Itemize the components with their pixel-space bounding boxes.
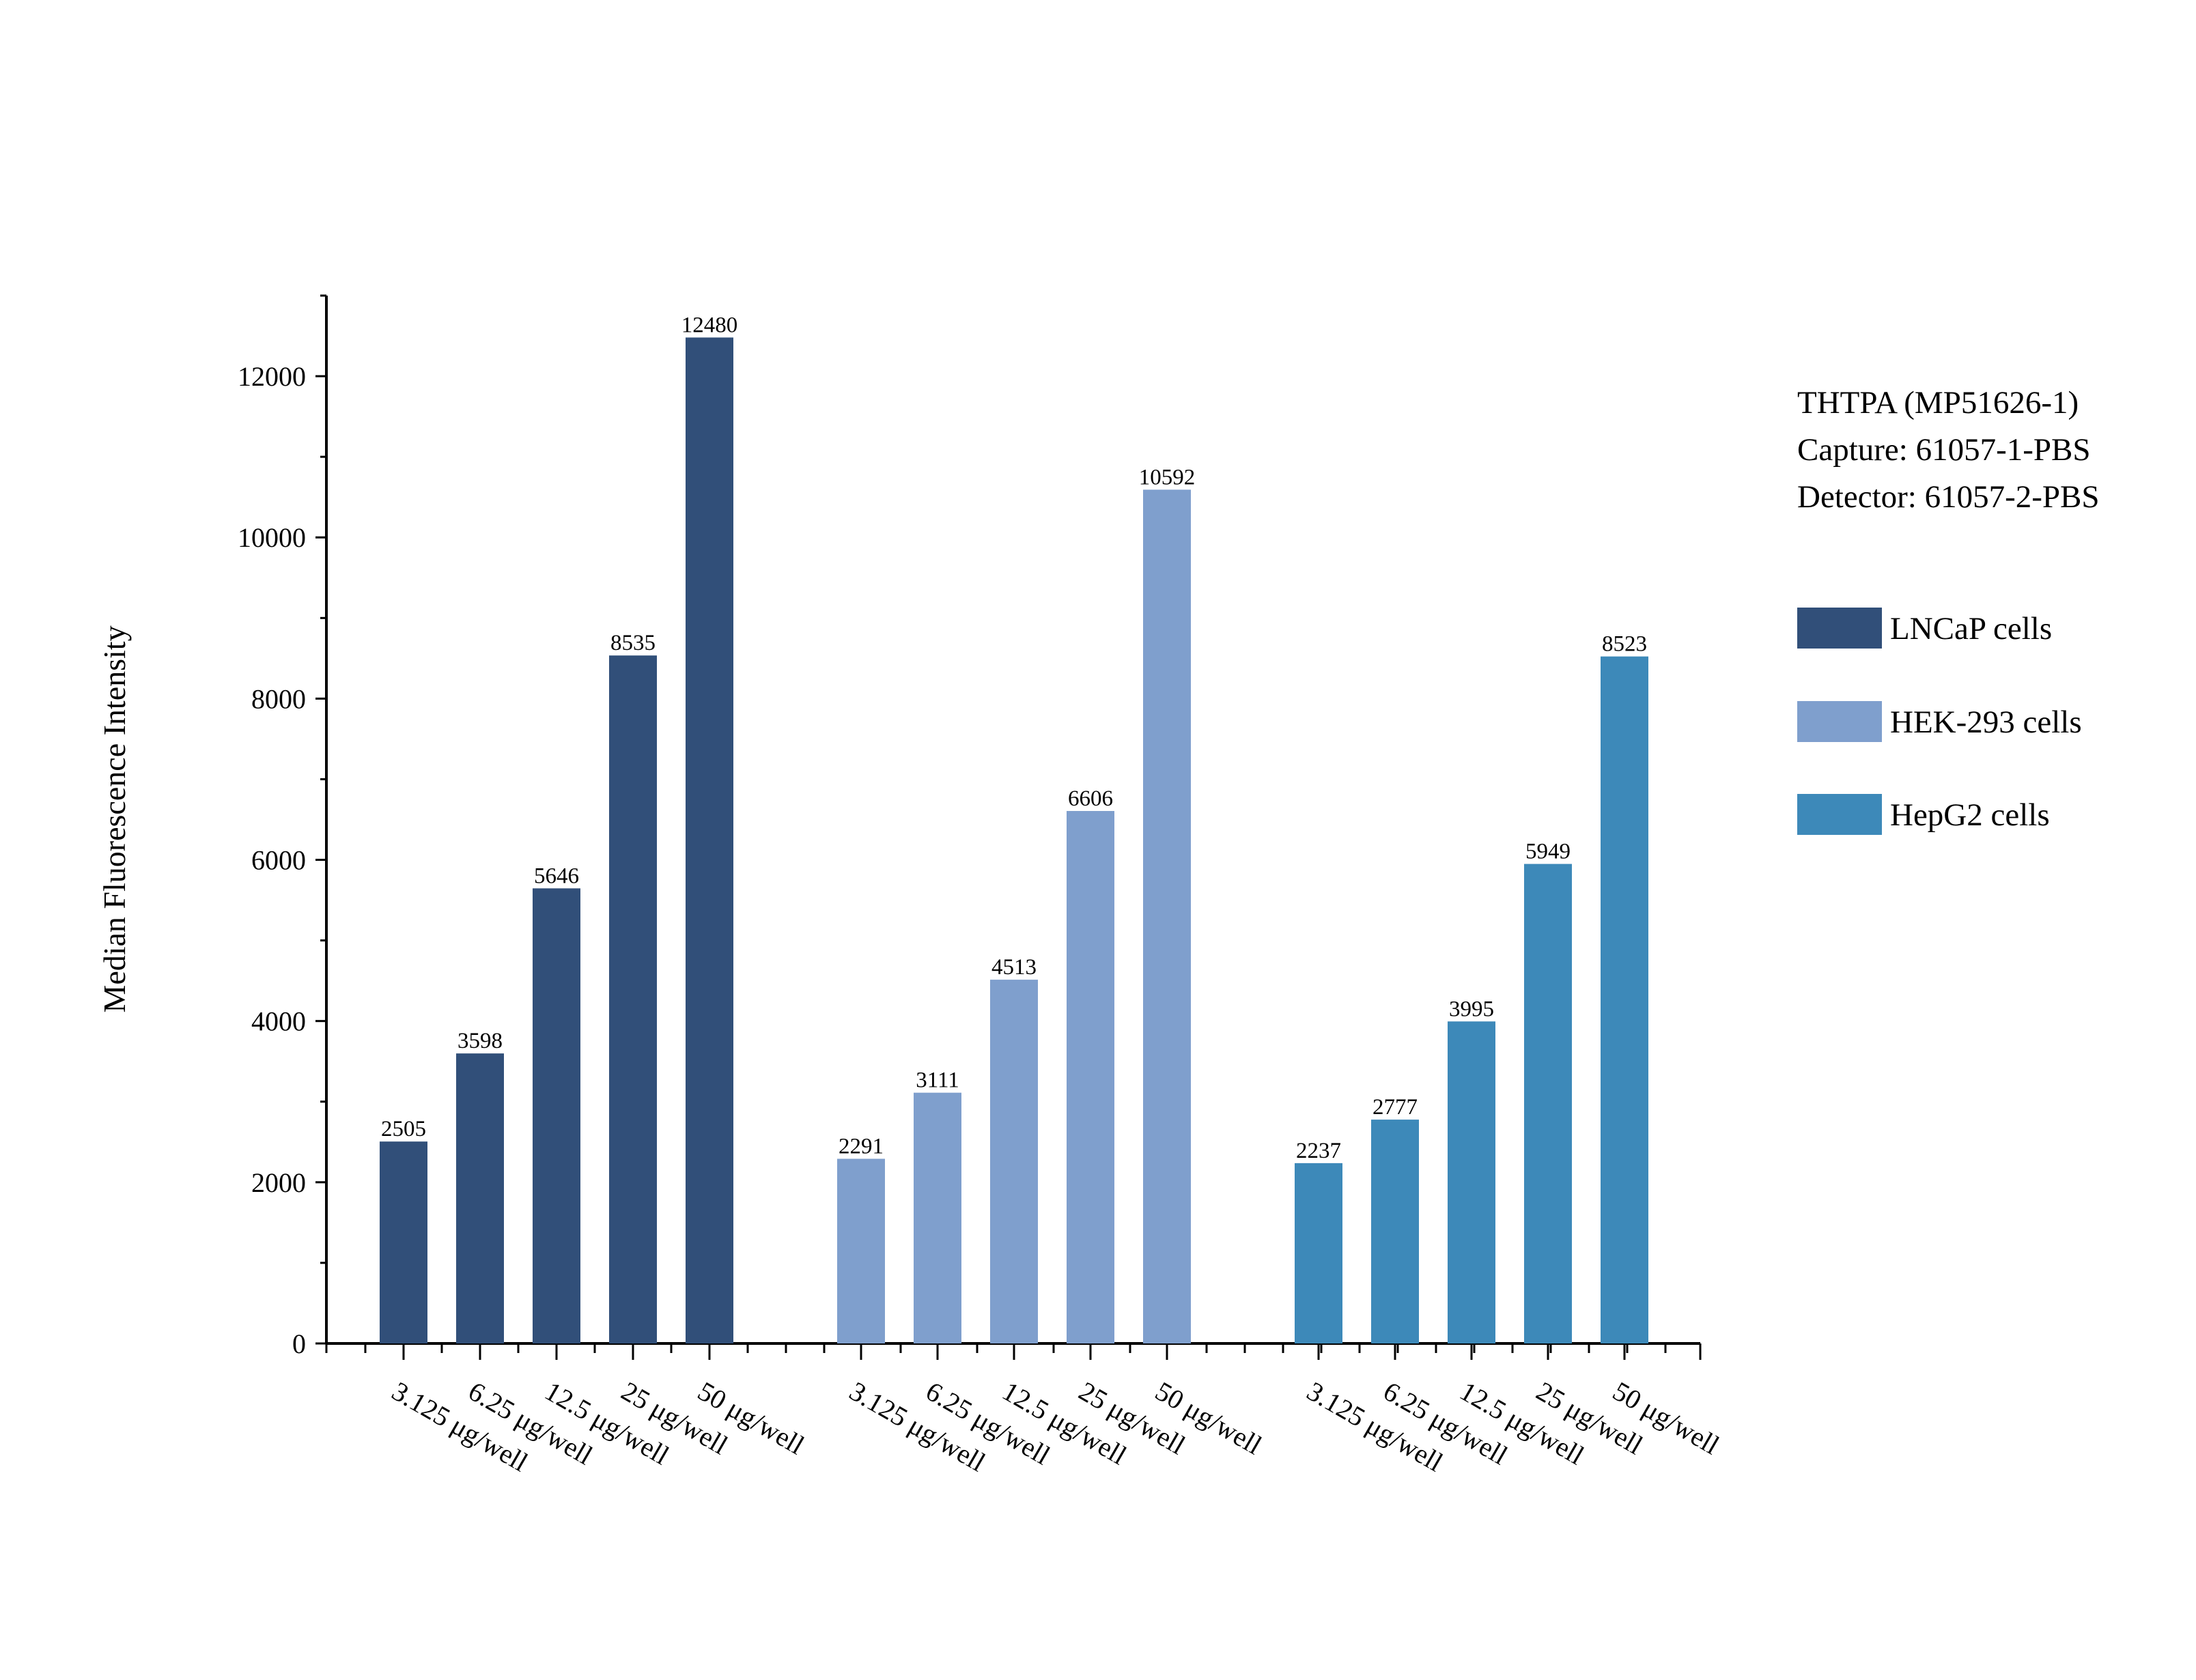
bar-value-label: 5949 bbox=[1525, 840, 1571, 864]
y-axis-label: Median Fluorescence Intensity bbox=[97, 625, 132, 1012]
y-tick-label: 2000 bbox=[251, 1167, 306, 1198]
bar bbox=[837, 1158, 885, 1343]
y-tick-label: 6000 bbox=[251, 845, 306, 876]
y-tick-label: 12000 bbox=[238, 361, 306, 392]
bar-value-label: 2291 bbox=[839, 1134, 884, 1158]
legend-label: LNCaP cells bbox=[1890, 611, 2052, 646]
bar bbox=[990, 980, 1038, 1343]
bar bbox=[1448, 1021, 1495, 1343]
bar-value-label: 3995 bbox=[1449, 997, 1494, 1021]
bar-value-label: 3111 bbox=[916, 1068, 959, 1093]
bar-value-label: 2505 bbox=[381, 1117, 426, 1141]
bar-value-label: 2237 bbox=[1296, 1139, 1341, 1163]
legend: LNCaP cells HEK-293 cells HepG2 cells bbox=[1797, 608, 2082, 835]
bar bbox=[380, 1141, 427, 1343]
bar bbox=[533, 888, 580, 1343]
legend-swatch bbox=[1797, 608, 1882, 649]
bar-value-label: 2777 bbox=[1372, 1095, 1418, 1120]
legend-swatch bbox=[1797, 701, 1882, 742]
y-tick-label: 8000 bbox=[251, 683, 306, 714]
bar bbox=[456, 1053, 504, 1343]
legend-swatch bbox=[1797, 794, 1882, 835]
bar bbox=[914, 1092, 961, 1343]
bar bbox=[1295, 1163, 1342, 1343]
bar-value-label: 12480 bbox=[681, 313, 738, 337]
bar bbox=[686, 337, 733, 1343]
bar bbox=[1143, 489, 1191, 1343]
bar-value-label: 10592 bbox=[1139, 465, 1196, 489]
bar-value-label: 6606 bbox=[1068, 786, 1113, 811]
bar bbox=[1601, 656, 1648, 1343]
info-line-1: THTPA (MP51626-1) bbox=[1797, 385, 2079, 421]
bar bbox=[1067, 810, 1114, 1343]
info-line-3: Detector: 61057-2-PBS bbox=[1797, 479, 2100, 515]
info-block: THTPA (MP51626-1) Capture: 61057-1-PBS D… bbox=[1797, 385, 2100, 515]
bar bbox=[1524, 864, 1572, 1343]
bar bbox=[609, 655, 657, 1343]
bar-value-label: 4513 bbox=[991, 955, 1037, 980]
info-line-2: Capture: 61057-1-PBS bbox=[1797, 432, 2091, 468]
y-tick-label: 0 bbox=[292, 1328, 306, 1359]
y-tick-label: 4000 bbox=[251, 1006, 306, 1037]
bar-value-label: 8535 bbox=[610, 631, 656, 655]
y-tick-label: 10000 bbox=[238, 522, 306, 553]
legend-label: HepG2 cells bbox=[1890, 797, 2050, 833]
bar bbox=[1371, 1120, 1419, 1343]
bar-value-label: 8523 bbox=[1602, 632, 1647, 657]
legend-label: HEK-293 cells bbox=[1890, 704, 2082, 740]
bar-value-label: 3598 bbox=[458, 1029, 503, 1053]
bar-value-label: 5646 bbox=[534, 864, 579, 888]
